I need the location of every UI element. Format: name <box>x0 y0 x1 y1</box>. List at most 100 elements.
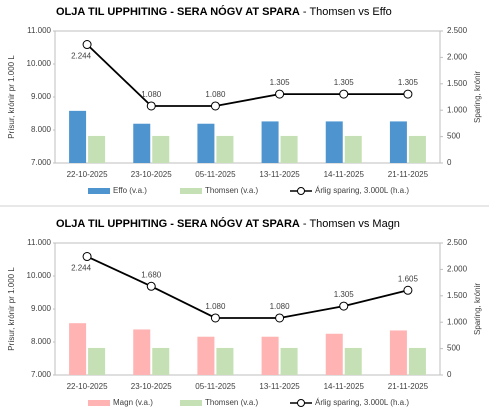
data-label: 1.080 <box>270 302 291 311</box>
x-tick-label: 13-11-2025 <box>259 170 300 179</box>
marker <box>339 89 349 99</box>
x-tick-label: 13-11-2025 <box>259 382 300 391</box>
y2-tick-label: 0 <box>447 370 452 379</box>
y-axis-label: Prísur, krónir pr 1.000 L <box>7 55 16 139</box>
data-label: 1.305 <box>398 78 419 87</box>
bar <box>152 135 170 163</box>
data-label: 1.305 <box>334 78 355 87</box>
marker <box>82 252 92 262</box>
bar <box>133 329 151 375</box>
chart-title: OLJA TIL UPPHITING - SERA NÓGV AT SPARA … <box>56 5 392 18</box>
legend-swatch <box>88 188 110 194</box>
data-label: 1.080 <box>205 302 226 311</box>
y-tick-label: 11.000 <box>27 238 51 247</box>
x-tick-label: 05-11-2025 <box>195 170 236 179</box>
y2-tick-label: 500 <box>447 344 461 353</box>
y-tick-label: 7.000 <box>31 370 52 379</box>
title-main: OLJA TIL UPPHITING - SERA NÓGV AT SPARA <box>56 5 300 18</box>
x-tick-label: 21-11-2025 <box>388 170 429 179</box>
title-sub: - Thomsen vs Effo <box>303 6 392 18</box>
y-tick-label: 7.000 <box>31 158 52 167</box>
bar <box>133 123 151 163</box>
y-tick-label: 10.000 <box>27 271 52 280</box>
data-label: 1.305 <box>334 290 355 299</box>
bar <box>69 110 87 163</box>
legend-label: Árlig sparing, 3.000L (h.a.) <box>315 398 409 407</box>
bar <box>280 347 298 375</box>
data-label: 1.605 <box>398 274 419 283</box>
data-label: 2.244 <box>71 264 92 273</box>
bar <box>325 333 343 375</box>
data-label: 1.305 <box>270 78 291 87</box>
y-axis-label: Prísur, krónir pr 1.000 L <box>7 267 16 351</box>
legend-swatch <box>180 188 202 194</box>
marker <box>275 313 285 323</box>
marker <box>403 89 413 99</box>
x-tick-label: 05-11-2025 <box>195 382 236 391</box>
marker <box>82 40 92 50</box>
bar <box>88 135 106 163</box>
y2-axis-label: Sparing, krónir <box>473 283 482 335</box>
y2-tick-label: 2.500 <box>447 238 468 247</box>
line <box>86 43 408 107</box>
bar <box>261 121 279 163</box>
y2-tick-label: 500 <box>447 132 461 141</box>
bar <box>69 323 87 375</box>
bar <box>197 336 215 375</box>
bar <box>344 135 362 163</box>
y-tick-label: 10.000 <box>27 59 52 68</box>
legend-swatch <box>180 400 202 406</box>
marker <box>210 313 220 323</box>
bar <box>280 135 298 163</box>
y2-tick-label: 1.000 <box>447 105 468 114</box>
y2-tick-label: 0 <box>447 158 452 167</box>
y-tick-label: 8.000 <box>31 125 52 134</box>
y-tick-label: 8.000 <box>31 337 52 346</box>
bar <box>216 135 234 163</box>
title-main: OLJA TIL UPPHITING - SERA NÓGV AT SPARA <box>56 217 300 230</box>
bar <box>261 336 279 375</box>
legend-swatch <box>88 400 110 406</box>
y2-tick-label: 2.000 <box>447 53 468 62</box>
y-tick-label: 9.000 <box>31 92 52 101</box>
bar <box>389 330 407 375</box>
x-tick-label: 23-10-2025 <box>131 170 172 179</box>
x-tick-label: 21-11-2025 <box>388 382 429 391</box>
x-tick-label: 22-10-2025 <box>67 382 108 391</box>
legend-label: Thomsen (v.a.) <box>205 186 259 195</box>
data-label: 1.680 <box>141 270 162 279</box>
marker <box>146 101 156 111</box>
y2-tick-label: 1.500 <box>447 79 468 88</box>
chart-title: OLJA TIL UPPHITING - SERA NÓGV AT SPARA … <box>56 217 400 230</box>
x-tick-label: 14-11-2025 <box>324 382 365 391</box>
legend-label: Árlig sparing, 3.000L (h.a.) <box>315 186 409 195</box>
legend-label: Effo (v.a.) <box>113 186 147 195</box>
bar <box>197 123 215 163</box>
y2-tick-label: 2.500 <box>447 26 468 35</box>
legend-marker <box>297 399 305 407</box>
data-label: 1.080 <box>205 90 226 99</box>
bar <box>152 347 170 375</box>
bar <box>408 347 426 375</box>
y2-axis-label: Sparing, krónir <box>473 71 482 123</box>
y2-tick-label: 2.000 <box>447 265 468 274</box>
legend-label: Thomsen (v.a.) <box>205 398 259 407</box>
x-tick-label: 23-10-2025 <box>131 382 172 391</box>
bar <box>408 135 426 163</box>
data-label: 2.244 <box>71 52 92 61</box>
y-tick-label: 11.000 <box>27 26 51 35</box>
legend-label: Magn (v.a.) <box>113 398 153 407</box>
bar <box>344 347 362 375</box>
legend-marker <box>297 187 305 195</box>
marker <box>339 301 349 311</box>
marker <box>146 281 156 291</box>
title-sub: - Thomsen vs Magn <box>303 218 400 230</box>
y2-tick-label: 1.500 <box>447 291 468 300</box>
bar <box>88 347 106 375</box>
y2-tick-label: 1.000 <box>447 317 468 326</box>
x-tick-label: 22-10-2025 <box>67 170 108 179</box>
marker <box>403 285 413 295</box>
bar <box>216 347 234 375</box>
marker <box>275 89 285 99</box>
